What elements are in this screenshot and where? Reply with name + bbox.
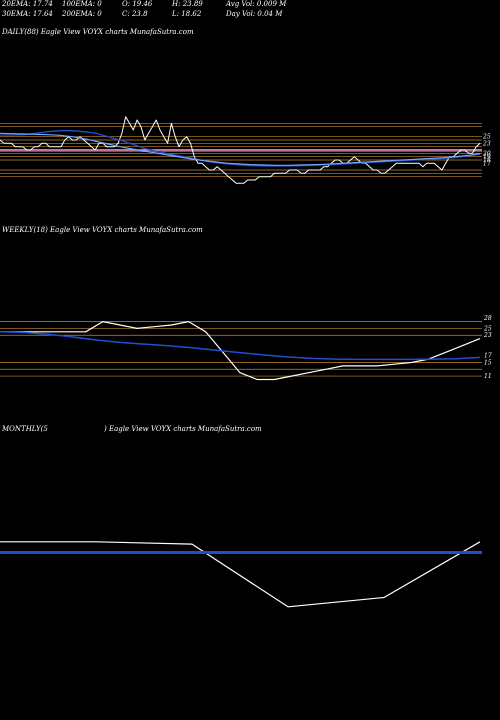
weekly-ytick-28: 28 xyxy=(483,315,492,322)
daily-ytick-23: 23 xyxy=(482,140,491,147)
monthly-chart xyxy=(0,500,500,630)
high-text: H: 23.89 xyxy=(172,0,203,8)
close-text: C: 23.8 xyxy=(122,10,148,18)
dayvol-text: Day Vol: 0.04 M xyxy=(226,10,283,18)
weekly-panel-label: WEEKLY(18) Eagle View VOYX charts Munafa… xyxy=(2,226,203,234)
daily-price-line xyxy=(0,116,481,184)
weekly-ytick-11: 11 xyxy=(484,373,492,380)
weekly-ytick-17: 17 xyxy=(484,353,492,360)
ema200-text: 200EMA: 0 xyxy=(62,10,102,18)
monthly-price-line xyxy=(0,541,481,608)
weekly-chart: 28 25 23 17 15 11 xyxy=(0,308,500,388)
ema20-text: 20EMA: 17.74 xyxy=(2,0,53,8)
ema100-text: 100EMA: 0 xyxy=(62,0,102,8)
open-text: O: 19.46 xyxy=(122,0,153,8)
monthly-panel-label-suffix: ) Eagle View VOYX charts MunafaSutra.com xyxy=(104,425,262,433)
weekly-ema-line xyxy=(0,331,481,361)
daily-ytick-20: 20 xyxy=(482,150,491,157)
weekly-ytick-15: 15 xyxy=(484,360,492,367)
daily-panel-label: DAILY(88) Eagle View VOYX charts MunafaS… xyxy=(2,28,194,36)
daily-ytick-19: 19 xyxy=(483,154,491,161)
weekly-ytick-25: 25 xyxy=(483,325,492,332)
low-text: L: 18.62 xyxy=(172,10,202,18)
ema30-text: 30EMA: 17.64 xyxy=(2,10,53,18)
daily-ema_alt-line xyxy=(0,132,481,166)
avgvol-text: Avg Vol: 0.009 M xyxy=(226,0,287,8)
daily-ema-line xyxy=(0,130,481,167)
daily-ytick-25: 25 xyxy=(482,134,491,141)
monthly-panel-label: MONTHLY(5 xyxy=(2,425,48,433)
daily-ytick-17: 17 xyxy=(483,160,491,167)
daily-chart: 25 23 20 19 18 17 xyxy=(0,110,500,190)
weekly-price-line xyxy=(0,321,481,381)
daily-ytick-18: 18 xyxy=(483,157,491,164)
weekly-ytick-23: 23 xyxy=(483,332,492,339)
